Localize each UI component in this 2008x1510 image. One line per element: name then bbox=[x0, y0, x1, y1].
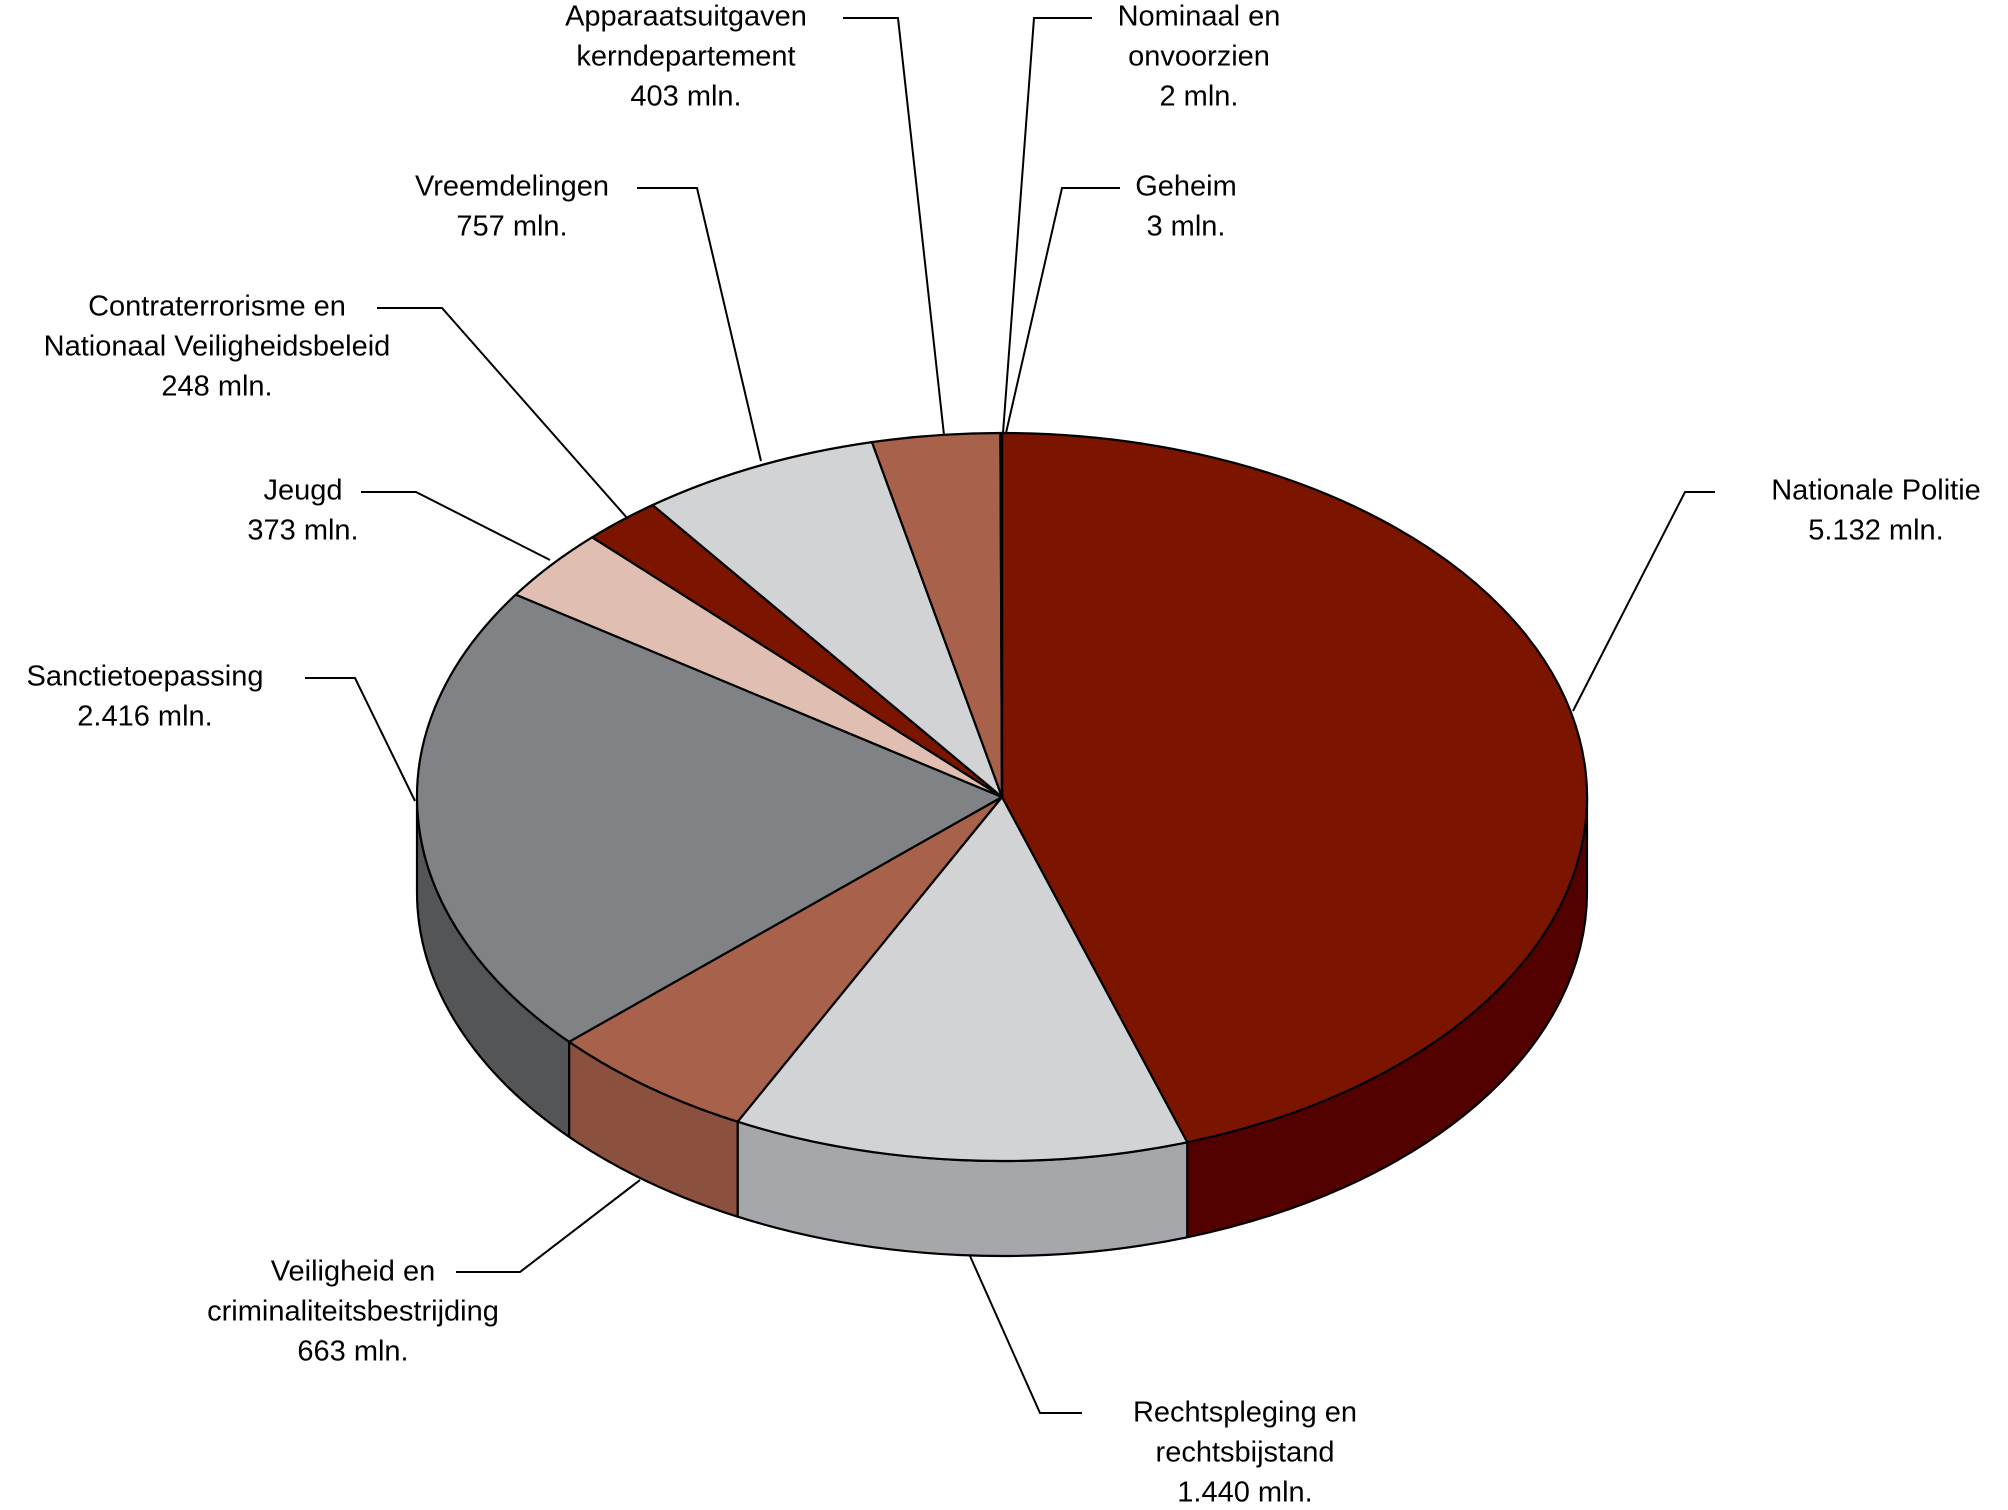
slice-label-5-line-1: Nationaal Veiligheidsbeleid bbox=[44, 331, 391, 363]
leader-line-9 bbox=[1005, 187, 1120, 434]
pie-slice-0 bbox=[1000, 431, 1589, 1144]
slice-label-0: Nationale Politie 5.132 mln. bbox=[1771, 475, 1981, 547]
slice-label-5: Contraterrorisme en Nationaal Veiligheids… bbox=[44, 291, 391, 403]
leader-line-2 bbox=[456, 1179, 641, 1273]
slice-label-2-line-0: Veiligheid en bbox=[271, 1256, 435, 1288]
pie-slice-6 bbox=[651, 441, 1004, 799]
slice-label-7-line-0: Apparaatsuitgaven bbox=[565, 1, 807, 33]
slice-label-9-line-0: Geheim bbox=[1135, 171, 1237, 203]
slice-label-6-line-0: Vreemdelingen bbox=[415, 171, 609, 203]
leader-line-0 bbox=[1572, 491, 1715, 712]
pie-slices bbox=[415, 431, 1589, 1163]
slice-label-0-line-1: 5.132 mln. bbox=[1808, 515, 1943, 547]
leader-line-1 bbox=[969, 1255, 1082, 1414]
slice-label-3-line-1: 2.416 mln. bbox=[77, 701, 212, 733]
slice-labels: Nationale Politie 5.132 mln. Rechtspleging… bbox=[27, 1, 1981, 1509]
slice-label-2-line-1: criminaliteitsbestrijding bbox=[207, 1296, 499, 1328]
slice-label-3-line-0: Sanctietoepassing bbox=[27, 661, 264, 693]
leader-line-7 bbox=[843, 17, 945, 436]
slice-label-9: Geheim 3 mln. bbox=[1135, 171, 1237, 243]
slice-label-9-line-1: 3 mln. bbox=[1147, 211, 1226, 243]
slice-label-5-line-0: Contraterrorisme en bbox=[88, 291, 346, 323]
slice-label-1-line-1: rechtsbijstand bbox=[1156, 1437, 1335, 1469]
leader-line-8 bbox=[1002, 17, 1092, 434]
slice-label-1-line-0: Rechtspleging en bbox=[1133, 1397, 1357, 1429]
slice-label-6: Vreemdelingen 757 mln. bbox=[415, 171, 609, 243]
slice-label-4: Jeugd 373 mln. bbox=[247, 475, 358, 547]
slice-label-3: Sanctietoepassing 2.416 mln. bbox=[27, 661, 264, 733]
pie-sides bbox=[415, 795, 1589, 1258]
leader-line-3 bbox=[305, 677, 416, 802]
leader-line-6 bbox=[637, 187, 762, 462]
pie-slice-2 bbox=[567, 795, 1004, 1123]
slice-label-0-line-0: Nationale Politie bbox=[1771, 475, 1981, 507]
leader-lines bbox=[305, 17, 1715, 1414]
pie-slice-9 bbox=[999, 431, 1004, 799]
slice-label-4-line-1: 373 mln. bbox=[247, 515, 358, 547]
slice-label-8-line-0: Nominaal en bbox=[1118, 1, 1281, 33]
slice-label-7-line-1: kerndepartement bbox=[576, 41, 795, 73]
slice-label-7-line-2: 403 mln. bbox=[630, 81, 741, 113]
pie-slice-3 bbox=[415, 593, 1004, 1043]
slice-label-8-line-2: 2 mln. bbox=[1160, 81, 1239, 113]
slice-label-8: Nominaal en onvoorzien 2 mln. bbox=[1118, 1, 1281, 113]
slice-label-2-line-2: 663 mln. bbox=[297, 1336, 408, 1368]
leader-line-4 bbox=[361, 491, 551, 561]
slice-label-7: Apparaatsuitgaven kerndepartement 403 mln. bbox=[565, 1, 807, 113]
slice-label-1-line-2: 1.440 mln. bbox=[1177, 1477, 1312, 1509]
pie-slice-1 bbox=[736, 795, 1189, 1163]
slice-label-8-line-1: onvoorzien bbox=[1128, 41, 1270, 73]
slice-label-6-line-1: 757 mln. bbox=[456, 211, 567, 243]
slice-label-2: Veiligheid en criminaliteitsbestrijding 66… bbox=[207, 1256, 499, 1368]
slice-label-1: Rechtspleging en rechtsbijstand 1.440 mln. bbox=[1133, 1397, 1357, 1509]
slice-label-4-line-0: Jeugd bbox=[263, 475, 342, 507]
leader-line-5 bbox=[377, 307, 629, 520]
slice-label-5-line-2: 248 mln. bbox=[161, 371, 272, 403]
